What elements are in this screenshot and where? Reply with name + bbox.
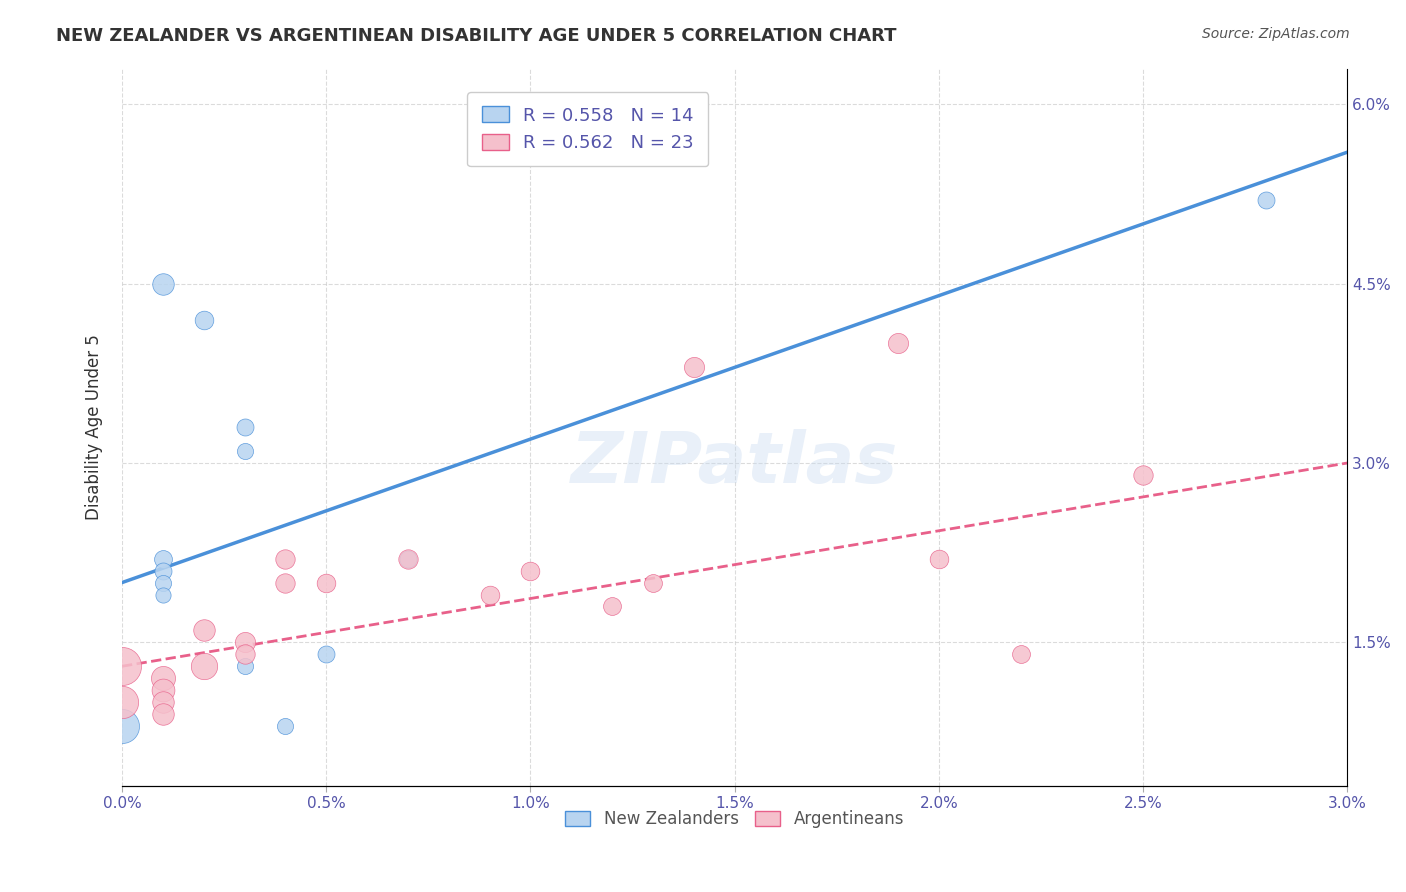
Point xyxy=(152,551,174,566)
Point xyxy=(152,277,174,291)
Point xyxy=(1254,193,1277,207)
Point xyxy=(233,648,256,662)
Point xyxy=(152,671,174,685)
Point xyxy=(111,719,134,733)
Point xyxy=(233,444,256,458)
Point xyxy=(193,659,215,673)
Point xyxy=(193,312,215,326)
Point xyxy=(152,575,174,590)
Point xyxy=(233,659,256,673)
Point xyxy=(274,551,297,566)
Legend: New Zealanders, Argentineans: New Zealanders, Argentineans xyxy=(558,804,911,835)
Point xyxy=(600,599,623,614)
Point xyxy=(315,575,337,590)
Point xyxy=(519,564,541,578)
Text: ZIPatlas: ZIPatlas xyxy=(571,428,898,498)
Point xyxy=(193,624,215,638)
Point xyxy=(682,360,704,375)
Point xyxy=(233,420,256,434)
Text: NEW ZEALANDER VS ARGENTINEAN DISABILITY AGE UNDER 5 CORRELATION CHART: NEW ZEALANDER VS ARGENTINEAN DISABILITY … xyxy=(56,27,897,45)
Point xyxy=(1010,648,1032,662)
Point xyxy=(111,695,134,709)
Point xyxy=(152,564,174,578)
Point xyxy=(396,551,419,566)
Point xyxy=(152,683,174,698)
Point xyxy=(887,336,910,351)
Point xyxy=(274,575,297,590)
Point xyxy=(111,659,134,673)
Point xyxy=(152,707,174,722)
Point xyxy=(641,575,664,590)
Y-axis label: Disability Age Under 5: Disability Age Under 5 xyxy=(86,334,103,520)
Point xyxy=(396,551,419,566)
Text: Source: ZipAtlas.com: Source: ZipAtlas.com xyxy=(1202,27,1350,41)
Point xyxy=(152,695,174,709)
Point xyxy=(478,587,501,601)
Point xyxy=(152,587,174,601)
Point xyxy=(928,551,950,566)
Point xyxy=(1132,467,1154,482)
Point xyxy=(315,648,337,662)
Point xyxy=(274,719,297,733)
Point xyxy=(233,635,256,649)
